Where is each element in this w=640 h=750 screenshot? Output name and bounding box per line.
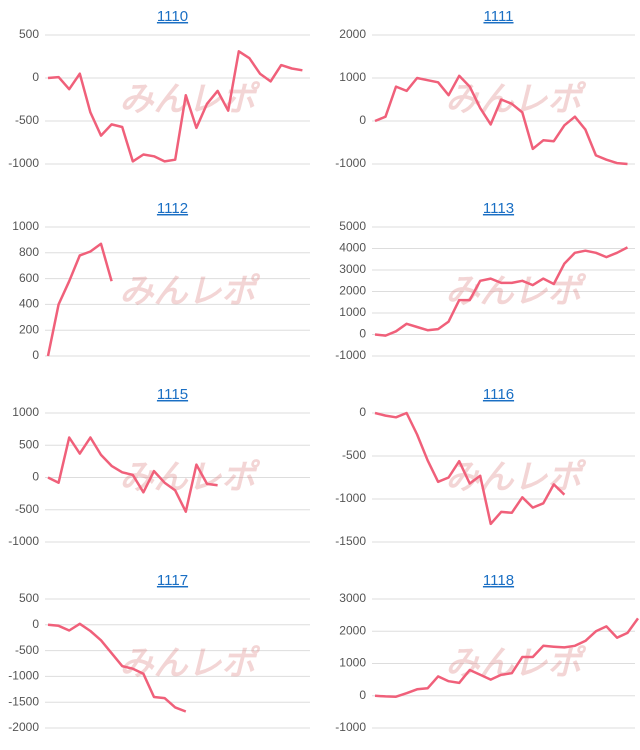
y-tick-label: 400 <box>19 297 39 311</box>
y-tick-label: 0 <box>32 470 39 484</box>
y-tick-label: -1000 <box>335 491 366 505</box>
watermark: みんレポ <box>446 644 587 682</box>
y-tick-label: 800 <box>19 245 39 259</box>
y-tick-label: 1000 <box>339 656 366 670</box>
y-tick-label: 1000 <box>339 305 366 319</box>
y-tick-label: -1000 <box>8 534 39 548</box>
y-tick-label: -500 <box>15 643 39 657</box>
y-tick-label: 0 <box>32 70 39 84</box>
y-tick-label: 500 <box>19 27 39 41</box>
chart-title[interactable]: 1111 <box>483 8 513 25</box>
y-tick-label: 200 <box>19 322 39 336</box>
y-tick-label: 3000 <box>339 591 366 605</box>
data-line <box>374 246 629 337</box>
y-tick-label: 0 <box>32 617 39 631</box>
chart-title[interactable]: 1117 <box>157 572 188 589</box>
y-tick-label: 0 <box>359 113 366 127</box>
y-tick-label: 1000 <box>339 70 366 84</box>
y-tick-label: 2000 <box>339 623 366 637</box>
y-tick-label: -1500 <box>8 694 39 708</box>
y-tick-label: -1000 <box>335 720 366 734</box>
y-tick-label: -2000 <box>8 720 39 734</box>
data-line <box>47 622 187 713</box>
chart-title[interactable]: 1113 <box>483 200 514 217</box>
y-tick-label: -1000 <box>8 669 39 683</box>
watermark: みんレポ <box>120 644 261 682</box>
y-tick-label: 0 <box>32 348 39 362</box>
y-tick-label: -1000 <box>335 156 366 170</box>
y-tick-label: 5000 <box>339 219 366 233</box>
chart-title[interactable]: 1118 <box>483 572 514 589</box>
y-tick-label: 2000 <box>339 27 366 41</box>
watermark: みんレポ <box>120 272 261 310</box>
y-tick-label: -500 <box>15 113 39 127</box>
y-tick-label: 1000 <box>12 405 39 419</box>
chart-title[interactable]: 1112 <box>157 200 188 217</box>
y-tick-label: -1500 <box>335 534 366 548</box>
y-tick-label: 500 <box>19 591 39 605</box>
y-tick-label: -1000 <box>335 348 366 362</box>
y-tick-label: 0 <box>359 405 366 419</box>
chart-title[interactable]: 1116 <box>483 386 514 403</box>
chart-title[interactable]: 1115 <box>157 386 188 403</box>
y-tick-label: 0 <box>359 327 366 341</box>
data-line <box>47 436 218 513</box>
data-line <box>47 50 303 163</box>
data-line <box>46 242 113 357</box>
data-line <box>374 617 640 698</box>
watermark: みんレポ <box>446 80 587 118</box>
data-line <box>374 411 566 526</box>
y-tick-label: 1000 <box>12 219 39 233</box>
y-tick-label: 0 <box>359 688 366 702</box>
data-line <box>374 74 628 166</box>
watermark: みんレポ <box>446 458 587 496</box>
y-tick-label: 4000 <box>339 241 366 255</box>
y-tick-label: 3000 <box>339 262 366 276</box>
chart-title[interactable]: 1110 <box>157 8 188 25</box>
y-tick-label: -1000 <box>8 156 39 170</box>
y-tick-label: -500 <box>15 502 39 516</box>
watermark: みんレポ <box>120 80 261 118</box>
y-tick-label: -500 <box>342 448 366 462</box>
watermark: みんレポ <box>446 272 587 310</box>
y-tick-label: 500 <box>19 437 39 451</box>
y-tick-label: 600 <box>19 271 39 285</box>
y-tick-label: 2000 <box>339 284 366 298</box>
